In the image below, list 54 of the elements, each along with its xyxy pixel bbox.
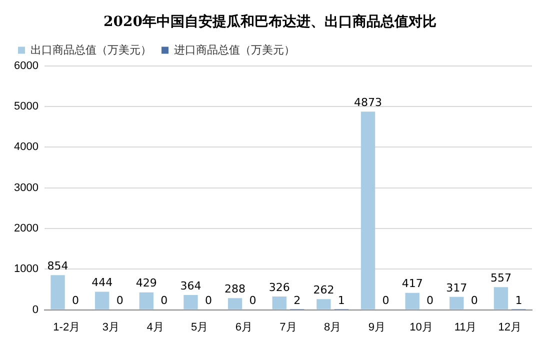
x-tick-label: 9月 — [368, 321, 386, 334]
x-tick-label: 4月 — [146, 321, 164, 334]
legend-label: 出口商品总值（万美元） — [30, 43, 152, 56]
bar — [316, 299, 331, 310]
data-label: 0 — [72, 294, 79, 308]
y-tick-label: 6000 — [14, 60, 38, 72]
data-label: 1 — [515, 294, 522, 308]
data-label: 0 — [249, 294, 256, 308]
y-tick-label: 0 — [32, 304, 38, 316]
y-tick-label: 2000 — [14, 222, 38, 234]
x-tick-label: 3月 — [102, 321, 120, 334]
bar — [405, 292, 420, 310]
data-label: 854 — [47, 259, 68, 272]
x-tick-label: 11月 — [454, 321, 477, 334]
bar — [494, 287, 508, 310]
bar — [360, 112, 376, 310]
bar — [272, 296, 286, 310]
x-tick-label: 12月 — [498, 321, 522, 334]
data-label: 444 — [92, 276, 113, 290]
y-tick-label: 1000 — [14, 263, 38, 276]
data-label: 0 — [204, 294, 212, 308]
data-label: 262 — [313, 284, 334, 297]
data-label: 417 — [402, 277, 423, 290]
data-label: 2 — [294, 294, 301, 308]
data-label: 1 — [338, 294, 345, 308]
data-label: 429 — [136, 276, 157, 290]
x-tick-label: 1-2月 — [53, 321, 80, 334]
bar — [184, 295, 198, 310]
bar — [139, 292, 154, 310]
data-label: 0 — [160, 294, 168, 308]
chart-title: 2020年中国自安提瓜和巴布达进、出口商品总值对比 — [104, 13, 436, 30]
x-tick-label: 5月 — [191, 321, 208, 334]
data-label: 326 — [268, 280, 290, 294]
data-label: 4873 — [354, 96, 382, 109]
y-tick-label: 4000 — [14, 141, 38, 154]
data-label: 0 — [116, 294, 124, 308]
x-tick-label: 10月 — [410, 321, 433, 334]
data-label: 557 — [490, 272, 512, 285]
x-tick-label: 7月 — [280, 321, 297, 334]
bar — [94, 292, 110, 310]
bar — [228, 298, 242, 310]
data-label: 0 — [470, 294, 478, 308]
data-label: 317 — [446, 281, 468, 294]
bar — [50, 275, 65, 310]
legend-label: 进口商品总值（万美元） — [174, 43, 295, 56]
y-tick-label: 5000 — [14, 100, 38, 112]
bar — [450, 296, 464, 310]
y-tick-label: 3000 — [14, 182, 38, 194]
data-label: 0 — [382, 294, 390, 308]
x-tick-label: 6月 — [235, 321, 252, 334]
data-label: 364 — [180, 279, 202, 292]
x-tick-label: 8月 — [324, 321, 342, 334]
data-label: 0 — [426, 294, 434, 308]
data-label: 288 — [224, 282, 246, 296]
